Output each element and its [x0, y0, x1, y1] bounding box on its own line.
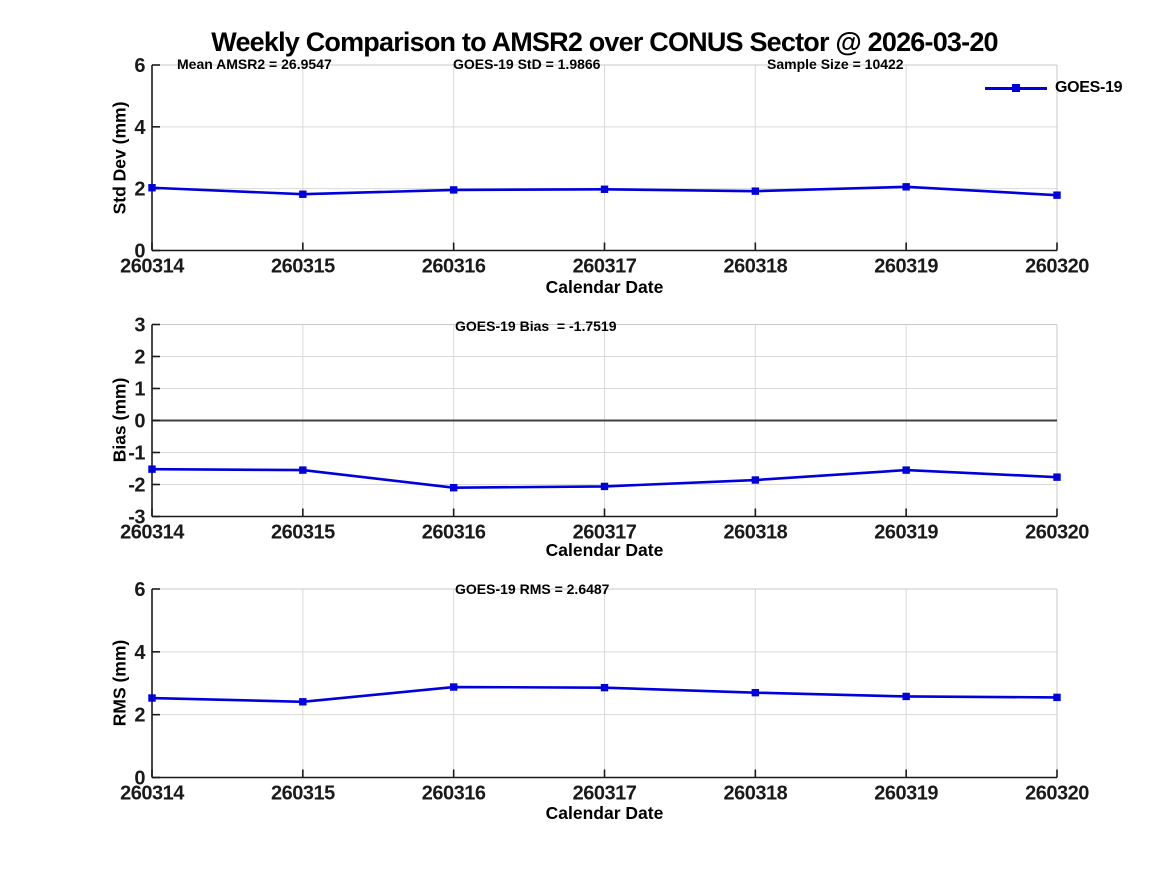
data-point-marker [902, 466, 910, 474]
legend: GOES-19 [985, 79, 1123, 97]
data-point-marker [1053, 693, 1061, 702]
y-tick-label: -3 [128, 507, 145, 529]
annotation-sample-size: Sample Size = 10422 [767, 56, 904, 72]
x-tick-label: 260317 [573, 783, 637, 805]
data-point-marker [449, 484, 458, 492]
x-tick-label: 260320 [1025, 783, 1089, 805]
data-point-marker [600, 683, 609, 692]
x-tick-label: 260315 [271, 522, 335, 544]
x-tick-label: 260314 [120, 522, 185, 544]
x-tick-label: 260318 [723, 783, 787, 805]
annotation-goes19-bias: GOES-19 Bias = -1.7519 [455, 318, 617, 334]
data-point-marker [751, 688, 760, 697]
data-point-marker [449, 186, 458, 194]
annotation-mean-amsr2: Mean AMSR2 = 26.9547 [177, 56, 332, 72]
data-point-marker [1053, 473, 1061, 481]
data-point-marker [299, 466, 307, 474]
data-point-marker [148, 694, 156, 702]
data-point-marker [299, 698, 307, 706]
y-tick-label: 6 [134, 579, 145, 601]
data-point-marker [148, 465, 156, 473]
x-tick-label: 260320 [1025, 256, 1089, 278]
y-axis-label-rms: RMS (mm) [109, 639, 130, 727]
x-tick-label: 260317 [573, 522, 637, 544]
annotation-goes19-rms: GOES-19 RMS = 2.6487 [455, 581, 610, 597]
x-tick-label: 260319 [874, 783, 938, 805]
x-tick-label: 260318 [723, 522, 787, 544]
x-axis-label-rms: Calendar Date [545, 803, 664, 823]
legend-label: GOES-19 [1055, 79, 1123, 96]
x-tick-label: 260319 [874, 522, 938, 544]
y-tick-label: 1 [134, 379, 145, 401]
x-tick-label: 260318 [723, 256, 787, 278]
data-point-marker [902, 183, 910, 191]
x-tick-label: 260316 [422, 256, 486, 278]
y-tick-label: 2 [134, 705, 145, 727]
data-point-marker [902, 692, 910, 701]
x-tick-label: 260314 [120, 256, 185, 278]
data-point-marker [600, 482, 609, 491]
y-tick-label: 6 [134, 55, 145, 77]
data-point-marker [148, 184, 156, 192]
x-tick-label: 260320 [1025, 522, 1089, 544]
x-tick-label: 260316 [422, 522, 486, 544]
data-point-marker [600, 185, 609, 193]
data-point-marker [751, 187, 760, 195]
y-tick-label: 0 [134, 768, 145, 790]
x-axis-label-bias: Calendar Date [545, 540, 664, 560]
y-axis-label-bias: Bias (mm) [109, 377, 130, 463]
x-tick-label: 260315 [271, 783, 335, 805]
legend-line-sample [985, 86, 1047, 90]
y-tick-label: -2 [128, 475, 145, 497]
x-tick-label: 260314 [120, 783, 185, 805]
data-point-marker [1053, 191, 1061, 199]
y-tick-label: 3 [134, 315, 145, 337]
y-tick-label: -1 [128, 443, 145, 465]
y-tick-label: 4 [134, 117, 146, 139]
data-point-marker [449, 683, 458, 691]
x-axis-label-stddev: Calendar Date [545, 277, 664, 297]
annotation-goes19-std: GOES-19 StD = 1.9866 [453, 56, 601, 72]
y-tick-label: 2 [134, 347, 145, 369]
y-tick-label: 4 [134, 642, 146, 664]
x-tick-label: 260316 [422, 783, 486, 805]
y-tick-label: 2 [134, 179, 145, 201]
x-tick-label: 260315 [271, 256, 335, 278]
x-tick-label: 260317 [573, 256, 637, 278]
y-tick-label: 0 [134, 241, 145, 263]
y-axis-label-stddev: Std Dev (mm) [109, 101, 130, 215]
y-tick-label: 0 [134, 411, 145, 433]
data-point-marker [299, 190, 307, 198]
figure-title: Weekly Comparison to AMSR2 over CONUS Se… [211, 27, 998, 57]
x-tick-label: 260319 [874, 256, 938, 278]
data-point-marker [751, 476, 760, 484]
